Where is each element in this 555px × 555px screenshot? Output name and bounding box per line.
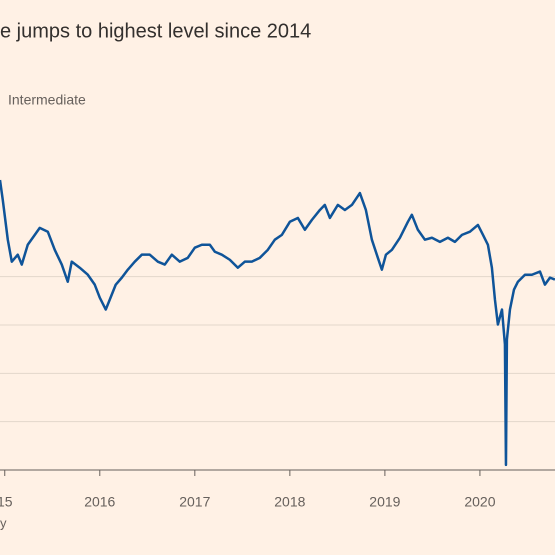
x-tick-label: 2016: [84, 494, 115, 510]
source: y: [0, 515, 7, 530]
price-line: [0, 179, 555, 467]
x-tick-label: 15: [0, 494, 13, 510]
x-tick-label: 2019: [369, 494, 400, 510]
x-tick-label: 2018: [274, 494, 305, 510]
legend-label: Intermediate: [8, 92, 86, 108]
chart-title: e jumps to highest level since 2014: [0, 20, 311, 42]
x-tick-label: 2017: [179, 494, 210, 510]
x-tick-label: 2020: [464, 494, 495, 510]
